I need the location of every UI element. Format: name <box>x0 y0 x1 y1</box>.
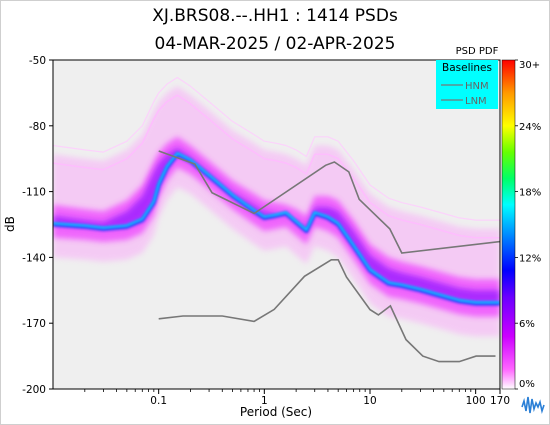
plot-border <box>52 59 501 390</box>
pdf-core-band <box>53 147 500 304</box>
chart-subtitle: 04-MAR-2025 / 02-APR-2025 <box>154 34 396 54</box>
colorbar-tick-label: 6% <box>519 319 535 330</box>
colorbar-tick-label: 24% <box>519 122 541 133</box>
y-axis: -50 -80 -110 -140 -170 -200 <box>22 55 53 396</box>
y-tick-label: -200 <box>22 384 46 396</box>
app-logo <box>521 396 545 414</box>
y-tick-label: -140 <box>22 252 46 264</box>
colorbar-tick-label: 12% <box>519 253 541 264</box>
baseline-lnm <box>158 258 496 363</box>
pdf-cyan-ridge <box>53 152 500 304</box>
pdf-heatmap <box>53 76 500 337</box>
colorbar-tick-label: 18% <box>519 188 541 199</box>
pdf-upper-streak <box>53 94 500 239</box>
colorbar-ticks: 30+ 24% 18% 12% 6% 0% <box>515 59 541 390</box>
x-tick-label: 10 <box>363 395 376 407</box>
legend-entry-lnm: LNM <box>465 96 487 107</box>
baselines <box>158 150 500 363</box>
y-axis-label: dB <box>3 216 17 232</box>
legend: Baselines HNM LNM <box>436 60 498 109</box>
x-axis: 0.1 1 10 100 170 <box>84 389 510 407</box>
y-tick-label: -170 <box>22 318 46 330</box>
y-tick-label: -110 <box>22 187 46 199</box>
colorbar-tick-label: 30+ <box>519 60 540 71</box>
x-tick-label: 100 <box>466 395 486 407</box>
colorbar-title: PSD PDF <box>456 46 499 57</box>
y-tick-label: -50 <box>29 55 46 67</box>
y-tick-label: -80 <box>29 121 46 133</box>
waveform-logo-icon <box>521 396 545 414</box>
x-tick-label: 0.1 <box>150 395 167 407</box>
legend-title: Baselines <box>442 62 492 74</box>
colorbar-tick-label: 0% <box>519 379 535 390</box>
x-tick-label: 170 <box>490 395 510 407</box>
colorbar <box>501 59 516 390</box>
chart-title: XJ.BRS08.--.HH1 : 1414 PSDs <box>152 6 398 26</box>
x-axis-label: Period (Sec) <box>240 405 312 419</box>
baseline-hnm <box>158 150 500 254</box>
x-tick-label: 1 <box>261 395 268 407</box>
pdf-upper-streak <box>53 76 500 221</box>
legend-entry-hnm: HNM <box>465 81 489 92</box>
